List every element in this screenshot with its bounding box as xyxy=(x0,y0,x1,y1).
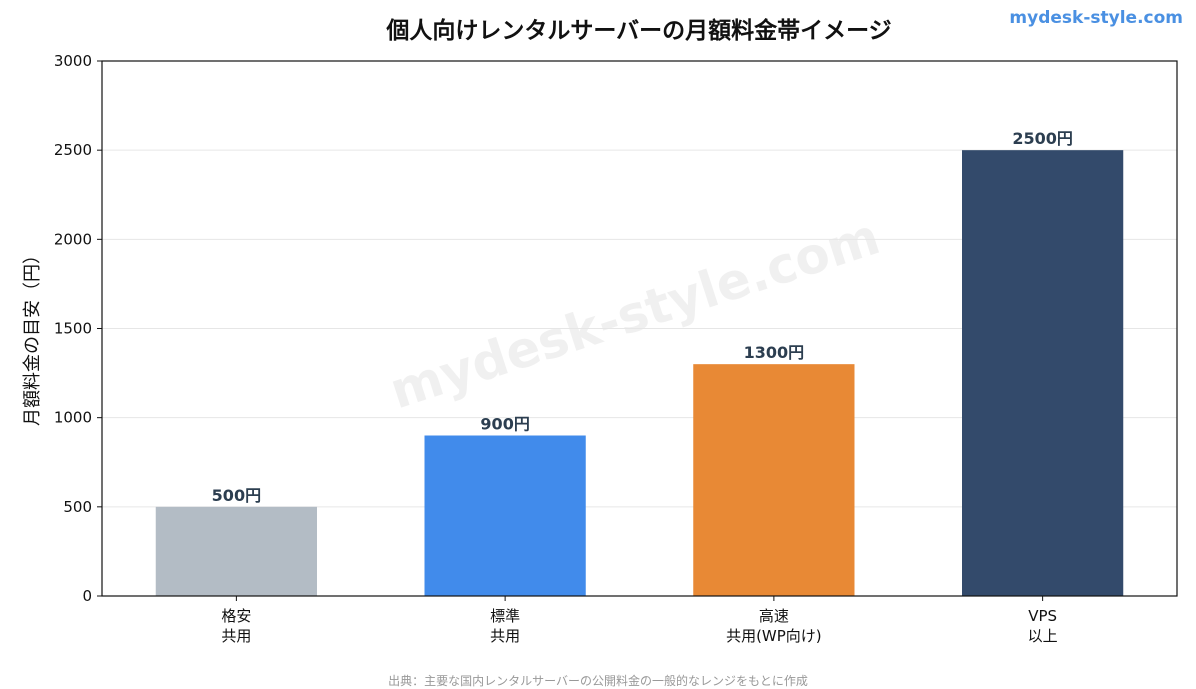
bar xyxy=(962,150,1124,596)
y-tick-label: 500 xyxy=(63,498,92,516)
bar-value-label: 900円 xyxy=(480,415,529,434)
bar xyxy=(424,435,586,596)
x-tick-label: 標準 xyxy=(490,607,520,625)
x-tick-label: 共用 xyxy=(221,627,251,645)
y-ticks: 0 500 1000 1500 2000 2500 3000 xyxy=(54,52,102,605)
y-tick-label: 1500 xyxy=(54,320,92,338)
x-tick-label: 格安 xyxy=(221,607,251,625)
y-tick-label: 2500 xyxy=(54,141,92,159)
y-tick-label: 0 xyxy=(82,587,92,605)
y-tick-label: 3000 xyxy=(54,52,92,70)
bar-value-label: 1300円 xyxy=(744,343,805,362)
source-note: 出典：主要な国内レンタルサーバーの公開料金の一般的なレンジをもとに作成 xyxy=(388,673,808,688)
bar-layer: 500円 900円 1300円 2500円 xyxy=(155,129,1124,596)
x-tick-label: 共用(WP向け) xyxy=(726,627,822,645)
x-tick-label: 以上 xyxy=(1028,627,1058,645)
chart-title: 個人向けレンタルサーバーの月額料金帯イメージ xyxy=(385,17,891,44)
x-tick-label: VPS xyxy=(1028,607,1057,625)
x-tick-label: 共用 xyxy=(490,627,520,645)
y-tick-label: 1000 xyxy=(54,409,92,427)
bar xyxy=(693,364,855,596)
y-tick-label: 2000 xyxy=(54,230,92,248)
y-axis-label: 月額料金の目安（円） xyxy=(22,246,43,426)
x-tick-label: 高速 xyxy=(759,607,789,625)
bar xyxy=(155,506,317,596)
bar-value-label: 2500円 xyxy=(1012,129,1073,148)
bar-value-label: 500円 xyxy=(212,486,261,505)
site-label: mydesk-style.com xyxy=(1009,8,1183,28)
